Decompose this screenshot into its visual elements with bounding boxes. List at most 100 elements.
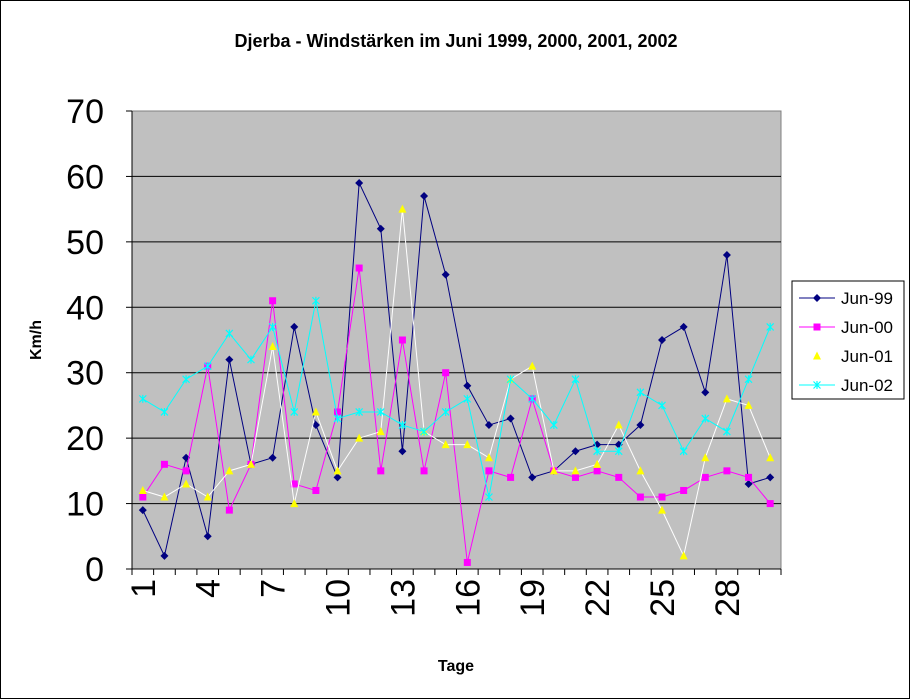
legend-marker	[813, 323, 821, 331]
data-point-jun-99	[420, 192, 429, 201]
legend-marker	[813, 381, 821, 389]
data-point-jun-01	[376, 427, 385, 436]
data-point-jun-02	[441, 407, 450, 416]
x-axis-label: Tage	[438, 658, 474, 675]
data-point-jun-99	[701, 388, 710, 397]
data-point-jun-00	[420, 467, 428, 475]
plot-area	[131, 110, 782, 570]
data-point-jun-99	[441, 270, 450, 279]
data-point-jun-00	[723, 467, 731, 475]
data-point-jun-99	[722, 250, 731, 259]
data-point-jun-01	[182, 479, 191, 488]
data-point-jun-02	[679, 447, 688, 456]
legend: Jun-99 Jun-00 Jun-01 Jun-02	[791, 280, 905, 400]
data-point-jun-02	[571, 375, 580, 384]
data-point-jun-02	[355, 407, 364, 416]
data-point-jun-99	[679, 322, 688, 331]
data-point-jun-02	[658, 401, 666, 410]
data-point-jun-01	[658, 505, 667, 514]
data-point-jun-01	[160, 492, 169, 501]
data-point-jun-02	[376, 407, 385, 416]
x-tick-labels: 1 4 7 10 13 16 19 22 25 28	[125, 579, 747, 617]
data-point-jun-00	[507, 473, 515, 481]
y-tick-label: 70	[66, 93, 104, 131]
data-point-jun-00	[182, 467, 190, 475]
legend-marker	[813, 351, 821, 360]
data-point-jun-01	[268, 342, 277, 351]
legend-label: Jun-01	[841, 347, 893, 366]
data-point-jun-01	[549, 466, 558, 475]
data-point-jun-02	[722, 427, 731, 436]
data-point-jun-00	[680, 486, 688, 494]
x-tick-label: 13	[384, 579, 422, 617]
y-axis-label: Km/h	[28, 320, 45, 360]
chart-title: Djerba - Windstärken im Juni 1999, 2000,…	[234, 31, 677, 51]
data-point-jun-02	[268, 322, 277, 331]
data-point-jun-01	[701, 453, 710, 462]
data-point-jun-01	[463, 440, 472, 449]
data-point-jun-02	[701, 414, 710, 423]
data-point-jun-00	[658, 493, 666, 501]
data-point-jun-01	[766, 453, 775, 462]
y-tick-label: 60	[66, 158, 104, 196]
data-point-jun-02	[420, 427, 428, 436]
data-point-jun-00	[593, 467, 601, 475]
data-point-jun-02	[614, 447, 623, 456]
data-point-jun-01	[246, 459, 255, 468]
data-point-jun-01	[679, 551, 688, 560]
data-point-jun-01	[290, 499, 299, 508]
y-tick-labels: 0 10 20 30 40 50 60 70	[66, 93, 104, 589]
data-point-jun-00	[745, 473, 753, 481]
data-point-jun-00	[269, 297, 277, 305]
data-point-jun-02	[290, 407, 299, 416]
data-point-jun-00	[615, 473, 623, 481]
x-tick-label: 19	[514, 579, 552, 617]
data-point-jun-02	[160, 407, 169, 416]
data-point-jun-99	[160, 551, 169, 560]
series-jun-99	[138, 178, 775, 560]
series-line-jun-01	[142, 209, 771, 558]
data-point-jun-02	[636, 388, 645, 397]
data-point-jun-99	[636, 421, 645, 430]
data-point-jun-02	[203, 362, 212, 371]
data-point-jun-01	[203, 492, 212, 501]
data-point-jun-99	[398, 447, 407, 456]
series-line-jun-99	[142, 181, 771, 558]
data-point-jun-00	[355, 264, 363, 272]
data-point-jun-01	[484, 453, 493, 462]
x-tick-label: 28	[709, 579, 747, 617]
data-point-jun-00	[290, 480, 298, 488]
data-point-jun-01	[528, 361, 537, 370]
data-point-jun-00	[571, 473, 579, 481]
data-point-jun-01	[225, 466, 234, 475]
legend-label: Jun-99	[841, 289, 893, 308]
x-tick-label: 25	[644, 579, 682, 617]
data-point-jun-99	[463, 381, 472, 390]
data-point-jun-00	[398, 336, 406, 344]
data-point-jun-00	[225, 506, 233, 514]
data-point-jun-99	[203, 532, 212, 541]
data-point-jun-99	[571, 447, 580, 456]
data-point-jun-99	[333, 473, 342, 482]
data-point-jun-01	[636, 466, 645, 475]
data-point-jun-99	[376, 224, 385, 233]
data-point-jun-99	[528, 473, 537, 482]
data-point-jun-01	[398, 204, 407, 213]
data-point-jun-02	[528, 394, 537, 403]
data-point-jun-99	[593, 440, 602, 449]
legend-box	[791, 280, 905, 400]
x-tick-label: 16	[449, 579, 487, 617]
x-tick-label: 1	[125, 579, 163, 598]
data-point-jun-99	[658, 336, 667, 344]
y-tick-label: 50	[66, 224, 104, 262]
data-point-jun-02	[138, 394, 147, 403]
data-point-jun-02	[311, 296, 320, 305]
data-point-jun-01	[355, 433, 364, 442]
axes	[126, 110, 782, 575]
data-point-jun-01	[441, 440, 450, 449]
x-tick-label: 4	[190, 579, 228, 598]
data-point-jun-99	[355, 178, 364, 187]
data-point-jun-02	[744, 375, 753, 384]
data-point-jun-00	[701, 473, 709, 481]
